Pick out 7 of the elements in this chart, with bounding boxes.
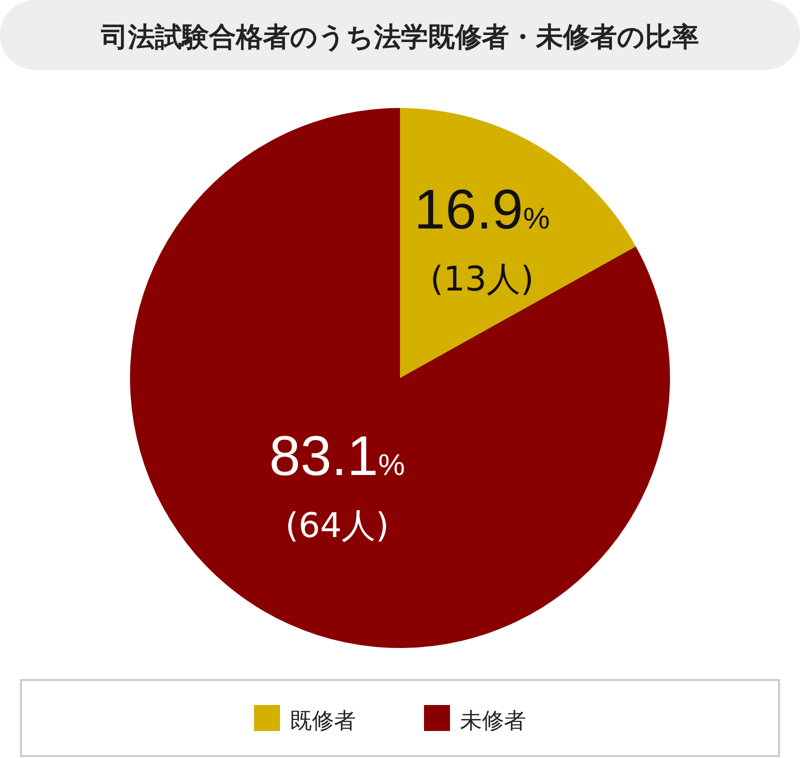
data-label: 16.9%	[414, 177, 550, 240]
text: (13人)	[430, 259, 534, 300]
text: (64人)	[285, 506, 390, 546]
data-label: 83.1%	[269, 424, 405, 488]
legend-label: 未修者	[460, 709, 526, 734]
legend-label: 既修者	[290, 709, 356, 734]
chart-title: 司法試験合格者のうち法学既修者・未修者の比率	[100, 22, 699, 53]
